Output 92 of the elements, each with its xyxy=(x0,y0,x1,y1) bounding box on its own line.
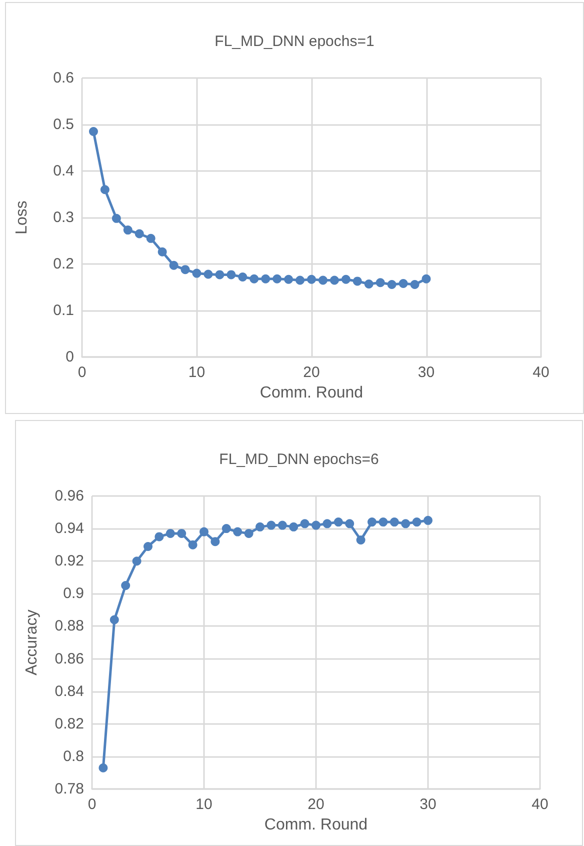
y-tick-label: 0.2 xyxy=(53,256,74,272)
point xyxy=(98,763,108,772)
point xyxy=(226,270,236,280)
y-tick-label: 0.96 xyxy=(54,488,84,504)
point xyxy=(250,274,259,284)
point xyxy=(244,528,254,538)
x-axis-title: Comm. Round xyxy=(260,384,364,402)
point xyxy=(410,280,420,289)
point xyxy=(121,581,130,590)
point xyxy=(215,270,224,280)
point xyxy=(424,516,432,525)
point xyxy=(341,274,350,284)
x-tick-label: 40 xyxy=(532,796,548,813)
point xyxy=(284,274,294,284)
point xyxy=(110,615,119,624)
point xyxy=(100,185,110,194)
point xyxy=(154,532,164,542)
y-tick-label: 0.4 xyxy=(53,162,74,180)
y-tick-label: 0.3 xyxy=(53,209,74,226)
point xyxy=(289,522,298,532)
point xyxy=(222,524,231,534)
x-tick-label: 40 xyxy=(532,364,550,381)
x-tick-label: 30 xyxy=(418,364,435,381)
point xyxy=(132,556,142,566)
point xyxy=(356,535,366,544)
point xyxy=(387,280,396,289)
point xyxy=(144,542,152,551)
point xyxy=(422,274,431,284)
chart-title: FL_MD_DNN epochs=6 xyxy=(219,451,379,468)
point xyxy=(412,518,422,527)
point xyxy=(233,527,242,536)
y-tick-label: 0.9 xyxy=(63,585,84,602)
point xyxy=(296,276,305,285)
point xyxy=(134,229,144,238)
y-axis-title: Accuracy xyxy=(24,610,40,676)
point xyxy=(180,265,190,274)
x-axis-title: Comm. Round xyxy=(264,816,368,834)
point xyxy=(378,518,388,527)
y-tick-label: 0.78 xyxy=(54,780,84,798)
point xyxy=(390,518,399,527)
point xyxy=(345,519,354,528)
point xyxy=(192,268,202,278)
x-tick-label: 20 xyxy=(303,364,320,381)
point xyxy=(146,234,156,243)
y-tick-label: 0 xyxy=(66,348,74,366)
point xyxy=(312,520,320,530)
point xyxy=(352,276,362,286)
x-tick-label: 10 xyxy=(196,796,212,813)
point xyxy=(210,537,220,546)
point xyxy=(112,214,121,223)
y-tick-label: 0.92 xyxy=(54,552,84,570)
point xyxy=(278,520,287,530)
y-tick-label: 0.84 xyxy=(54,682,84,700)
point xyxy=(398,279,408,288)
point xyxy=(300,519,310,528)
point xyxy=(307,274,316,284)
y-tick-label: 0.5 xyxy=(53,116,74,133)
y-tick-label: 0.82 xyxy=(54,715,84,732)
y-tick-label: 0.8 xyxy=(63,748,84,765)
point xyxy=(330,276,339,285)
point xyxy=(123,226,132,235)
point xyxy=(166,528,175,538)
y-axis-title: Loss xyxy=(14,200,30,234)
x-tick-label: 30 xyxy=(420,796,436,813)
point xyxy=(322,519,332,528)
chart-title: FL_MD_DNN epochs=1 xyxy=(214,33,374,50)
x-tick-label: 0 xyxy=(88,796,96,813)
x-tick-label: 20 xyxy=(308,796,324,813)
point xyxy=(266,520,276,530)
point xyxy=(238,272,248,282)
point xyxy=(368,518,376,527)
y-tick-label: 0.86 xyxy=(54,650,84,668)
point xyxy=(204,270,213,279)
y-tick-label: 0.6 xyxy=(53,70,74,86)
point xyxy=(272,274,282,284)
point xyxy=(188,540,198,550)
y-tick-label: 0.1 xyxy=(53,302,74,319)
point xyxy=(318,276,328,285)
y-tick-label: 0.94 xyxy=(54,520,84,538)
point xyxy=(256,522,264,532)
point xyxy=(200,527,208,536)
point xyxy=(177,528,186,538)
point xyxy=(364,279,374,288)
point xyxy=(401,519,410,528)
point xyxy=(376,278,385,288)
point xyxy=(334,518,343,527)
x-tick-label: 10 xyxy=(188,364,206,381)
point xyxy=(158,247,167,256)
point xyxy=(88,126,98,136)
point xyxy=(169,260,178,270)
point xyxy=(261,274,270,284)
y-tick-label: 0.88 xyxy=(54,618,84,635)
